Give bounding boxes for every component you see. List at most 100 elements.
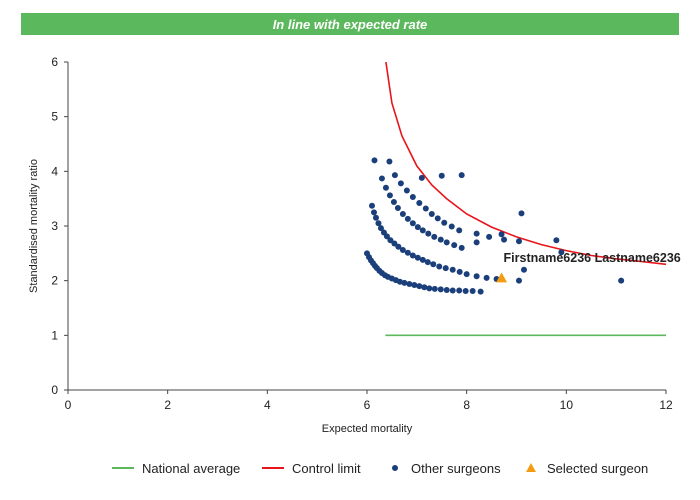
- other-surgeon-point: [469, 288, 476, 295]
- other-surgeon-point: [518, 210, 525, 217]
- y-tick-label: 1: [51, 328, 58, 342]
- y-tick-label: 2: [51, 274, 58, 288]
- other-surgeon-point: [377, 225, 384, 232]
- other-surgeon-point: [498, 231, 505, 238]
- other-surgeon-point: [441, 219, 448, 226]
- other-surgeon-point: [553, 237, 560, 244]
- other-surgeon-point: [383, 233, 390, 240]
- other-surgeon-point: [424, 259, 431, 266]
- other-surgeon-point: [456, 268, 463, 275]
- other-surgeon-point: [411, 282, 418, 289]
- other-surgeon-point: [375, 220, 382, 227]
- other-surgeon-point: [416, 200, 423, 207]
- x-axis-title: Expected mortality: [322, 423, 413, 435]
- x-tick-label: 0: [65, 398, 72, 412]
- y-tick-label: 5: [51, 110, 58, 124]
- other-surgeon-point: [618, 277, 625, 284]
- y-tick-label: 4: [51, 164, 58, 178]
- other-surgeon-point: [419, 227, 426, 234]
- other-surgeon-point: [473, 239, 480, 246]
- other-surgeon-point: [462, 288, 469, 295]
- control-limit-line: [385, 61, 667, 266]
- other-surgeon-point: [442, 265, 449, 272]
- other-surgeon-point: [386, 192, 393, 199]
- other-surgeon-point: [477, 288, 484, 295]
- other-surgeon-point: [397, 180, 404, 187]
- other-surgeon-point: [386, 158, 393, 165]
- other-surgeon-point: [414, 224, 421, 231]
- selected-surgeon-label: Firstname6236 Lastname6236: [504, 251, 681, 265]
- other-surgeon-point: [404, 215, 411, 222]
- other-surgeon-point: [486, 233, 493, 240]
- other-surgeon-point: [425, 230, 432, 237]
- selected-surgeon-legend-label: Selected surgeon: [547, 461, 648, 476]
- other-surgeon-point: [370, 209, 377, 216]
- other-surgeon-point: [401, 279, 408, 286]
- other-surgeon-point: [387, 237, 394, 244]
- other-surgeon-point: [443, 239, 450, 246]
- other-surgeon-point: [473, 273, 480, 280]
- other-surgeon-point: [421, 284, 428, 291]
- y-tick-label: 0: [51, 383, 58, 397]
- selected-surgeon-point: [496, 272, 508, 283]
- other-surgeon-point: [443, 286, 450, 293]
- other-surgeon-point: [409, 252, 416, 259]
- other-surgeon-point: [409, 194, 416, 201]
- other-surgeon-point: [431, 285, 438, 292]
- other-surgeon-point: [414, 254, 421, 261]
- other-surgeon-point: [458, 172, 465, 179]
- other-surgeon-point: [558, 249, 565, 256]
- other-surgeon-point: [416, 283, 423, 290]
- other-surgeon-point: [394, 204, 401, 211]
- other-surgeon-point: [515, 238, 522, 245]
- other-surgeon-point: [419, 256, 426, 263]
- other-surgeon-point: [404, 249, 411, 256]
- other-surgeon-point: [430, 261, 437, 268]
- other-surgeon-point: [515, 277, 522, 284]
- x-tick-label: 8: [463, 398, 470, 412]
- banner-text: In line with expected rate: [272, 16, 428, 32]
- other-surgeon-point: [449, 287, 456, 294]
- other-surgeon-point: [409, 220, 416, 227]
- other-surgeon-point: [426, 285, 433, 292]
- y-tick-label: 3: [51, 219, 58, 233]
- other-surgeon-point: [390, 198, 397, 205]
- x-tick-label: 12: [659, 398, 673, 412]
- other-surgeon-point: [378, 175, 385, 182]
- other-surgeon-point: [456, 287, 463, 294]
- control-limit-legend-label: Control limit: [292, 461, 361, 476]
- other-surgeon-point: [437, 236, 444, 243]
- other-surgeon-point: [372, 214, 379, 221]
- national-average-legend-label: National average: [142, 461, 240, 476]
- other-surgeon-point: [434, 215, 441, 222]
- other-surgeons-legend-swatch: [392, 465, 398, 471]
- other-surgeon-point: [396, 278, 403, 285]
- other-surgeon-point: [368, 202, 375, 209]
- x-tick-label: 2: [164, 398, 171, 412]
- other-surgeon-point: [458, 244, 465, 251]
- other-surgeon-point: [428, 210, 435, 217]
- x-tick-label: 4: [264, 398, 271, 412]
- x-tick-label: 10: [560, 398, 574, 412]
- selected-surgeon-legend-swatch: [526, 463, 536, 472]
- other-surgeon-point: [449, 266, 456, 273]
- other-surgeon-point: [371, 157, 378, 164]
- legend: National average Control limit Other surge…: [112, 461, 648, 476]
- other-surgeon-point: [437, 286, 444, 293]
- other-surgeon-point: [456, 227, 463, 234]
- y-tick-label: 6: [51, 55, 58, 69]
- status-banner: In line with expected rate: [21, 13, 679, 35]
- other-surgeon-point: [418, 174, 425, 181]
- other-surgeon-point: [438, 172, 445, 179]
- y-axis-title: Standardised mortality ratio: [28, 159, 40, 293]
- other-surgeon-point: [395, 243, 402, 250]
- other-surgeon-point: [501, 236, 508, 243]
- other-surgeon-point: [436, 263, 443, 270]
- other-surgeon-point: [382, 184, 389, 191]
- other-surgeon-point: [451, 242, 458, 249]
- other-surgeon-point: [399, 210, 406, 217]
- other-surgeon-point: [422, 205, 429, 212]
- other-surgeons-legend-label: Other surgeons: [411, 461, 501, 476]
